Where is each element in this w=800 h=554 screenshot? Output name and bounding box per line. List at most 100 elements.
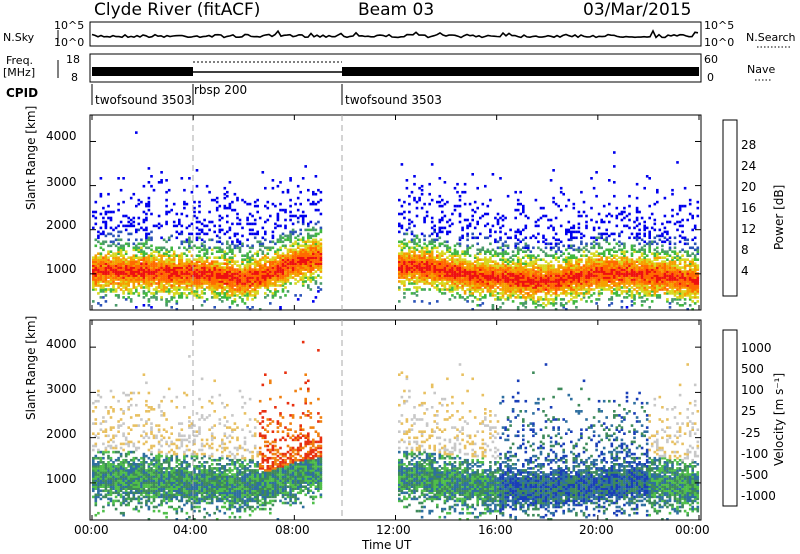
power-cell [152,270,156,273]
power-cell [175,264,179,267]
power-cell [200,284,204,287]
power-cell [524,214,528,218]
power-cell [215,270,219,273]
power-cell [317,264,320,267]
power-cell [516,272,520,275]
power-cell [605,236,608,240]
power-cell [567,246,571,250]
power-cell [398,256,401,259]
power-cell [142,304,146,307]
power-cell [602,264,606,267]
power-cell [648,290,651,293]
power-cell [592,268,596,271]
power-cell [570,276,573,279]
power-cell [99,264,103,267]
power-cell [408,222,411,226]
power-cell [200,268,204,271]
power-cell [501,218,505,222]
power-cell [542,206,545,210]
power-cell [309,272,313,275]
power-cell [400,268,404,271]
power-cell [628,280,631,283]
power-cell [494,266,497,269]
power-cell [491,254,495,257]
power-cell [618,264,621,267]
power-cell [193,274,196,277]
power-cell [613,194,616,198]
power-cell [309,274,313,277]
power-cell [522,288,525,291]
power-cell [221,276,224,279]
power-cell [608,220,611,224]
power-cell [319,262,323,265]
power-cell [410,264,414,267]
power-cell [658,228,662,232]
power-cell [117,262,120,265]
power-cell [286,290,290,293]
power-cell [643,292,646,295]
power-cell [613,270,616,273]
power-cell [468,202,472,206]
power-cell [623,256,626,259]
power-cell [231,280,234,283]
power-cell [562,270,565,273]
power-cell [640,304,644,307]
power-cell [534,260,538,263]
power-cell [600,270,603,273]
power-cell [489,286,492,289]
power-cell [509,268,512,271]
power-cell [420,258,424,261]
power-cell [461,264,464,267]
vel-ytick-4000: 4000 [46,337,77,351]
power-cell [142,282,146,285]
power-cell [436,266,439,269]
power-cell [468,288,472,291]
power-cell [241,276,244,279]
power-cell [527,262,530,265]
power-cell [251,270,254,273]
power-cell [205,266,209,269]
power-cell [552,266,555,269]
power-cell [246,258,249,261]
power-cell [441,258,444,261]
power-cell [428,202,431,206]
power-cell [145,228,148,232]
power-cell [430,282,434,285]
power-cell [223,204,227,208]
power-cell [656,252,659,255]
power-cell [663,278,667,281]
power-cell [650,274,654,277]
power-cell [648,274,651,277]
power-cell [580,274,583,277]
power-cell [544,292,548,295]
power-cell [608,260,611,263]
power-cell [233,282,237,285]
power-cell [524,302,528,305]
power-cell [309,270,313,273]
power-cell [549,274,553,277]
power-cell [243,284,247,287]
power-cell [319,260,323,263]
power-cell [314,260,318,263]
power-cell [456,274,459,277]
power-cell [299,252,302,255]
power-cell [620,264,624,267]
power-cell [410,262,414,265]
power-cell [405,272,409,275]
power-cell [226,220,229,224]
power-cell [430,216,434,220]
power-cell [150,252,153,255]
power-cell [175,236,179,240]
power-cell [410,190,414,194]
power-cell [135,254,138,257]
power-cell [595,268,598,271]
power-cell [552,292,555,295]
power-cell [618,280,621,283]
power-cell [613,282,616,285]
power-cell [529,296,533,299]
power-cell [562,284,565,287]
power-cell [466,234,469,238]
power-cell [539,288,543,291]
power-cell [519,302,522,305]
power-cell [114,288,118,291]
